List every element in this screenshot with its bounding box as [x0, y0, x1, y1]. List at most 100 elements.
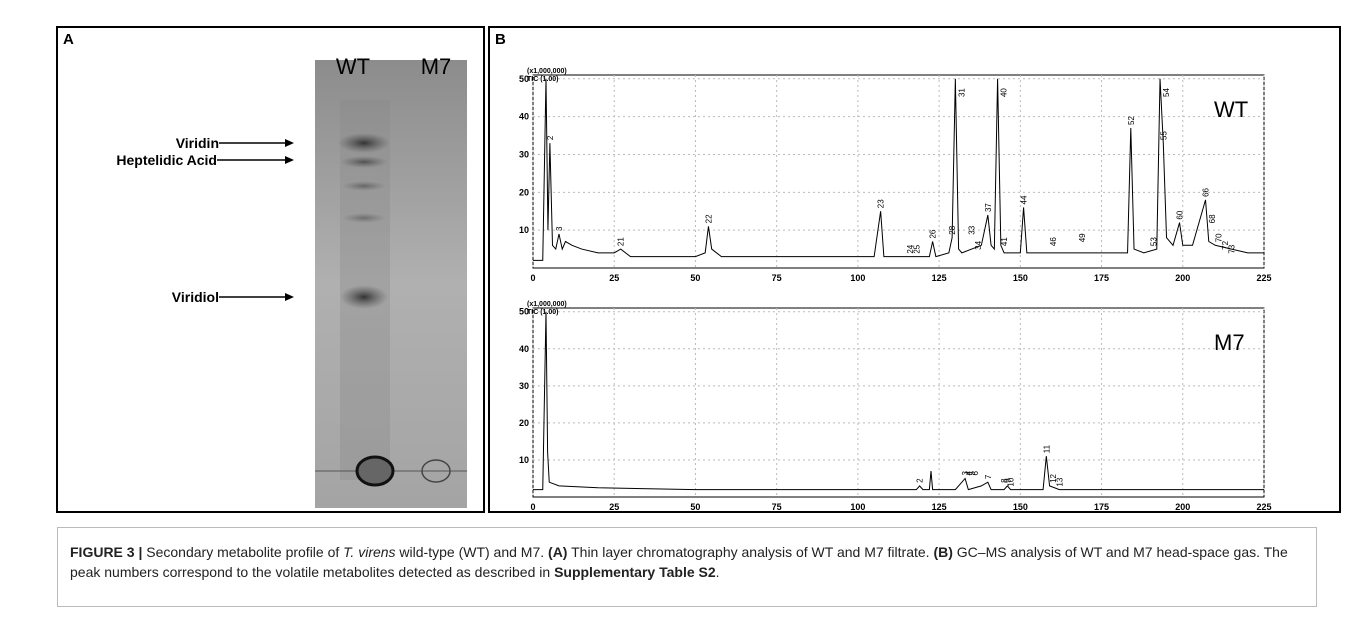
y-tick-label: 20	[519, 187, 529, 197]
chart-title: WT	[1214, 97, 1248, 122]
panel-b-frame	[488, 26, 1341, 513]
peak-label: 60	[1176, 210, 1185, 219]
peak-label: 26	[929, 229, 938, 238]
peak-label: 8	[1000, 478, 1009, 483]
peak-label: 55	[1159, 131, 1168, 140]
panel-label: B	[495, 31, 506, 48]
x-tick-label: 100	[850, 502, 865, 512]
y-tick-label: 30	[519, 381, 529, 391]
peak-label: 12	[1049, 473, 1058, 482]
chromatogram-trace	[533, 311, 1264, 491]
peak-label: 13	[1055, 477, 1064, 486]
x-tick-label: 25	[609, 502, 619, 512]
x-tick-label: 125	[932, 502, 947, 512]
y-unit: (x1,000,000)	[527, 68, 567, 75]
caption-text: .	[715, 564, 720, 580]
y-tick-label: 20	[519, 418, 529, 428]
peak-label: 46	[1049, 237, 1058, 246]
peak-label: 11	[1042, 444, 1051, 453]
band-label: Heptelidic Acid	[116, 152, 217, 168]
lane-label: WT	[336, 54, 370, 79]
peak-label: 10	[1007, 477, 1016, 486]
x-tick-label: 75	[772, 502, 782, 512]
chart-title: M7	[1214, 330, 1245, 355]
legend-entry: TIC (1.00)	[527, 76, 559, 83]
peak-label: 23	[877, 199, 886, 208]
peak-label: 3	[961, 470, 970, 475]
y-tick-label: 10	[519, 455, 529, 465]
x-tick-label: 150	[1013, 502, 1028, 512]
peak-label: 41	[1000, 237, 1009, 246]
peak-label: 73	[1228, 244, 1237, 253]
peak-label: 3	[555, 226, 564, 231]
y-unit: (x1,000,000)	[527, 301, 567, 308]
tlc-plate	[315, 60, 467, 508]
caption-text: wild-type (WT) and M7.	[395, 544, 549, 560]
tlc-origin-spot	[355, 455, 395, 487]
arrow-head	[285, 293, 294, 301]
peak-label: 70	[1215, 233, 1224, 242]
peak-label: 2	[916, 478, 925, 483]
x-tick-label: 175	[1094, 273, 1109, 283]
caption-text: Secondary metabolite profile of	[146, 544, 344, 560]
y-tick-label: 10	[519, 225, 529, 235]
peak-label: 6	[971, 470, 980, 475]
y-tick-label: 50	[519, 307, 529, 317]
peak-label: 53	[1150, 237, 1159, 246]
x-tick-label: 200	[1175, 273, 1190, 283]
y-tick-label: 50	[519, 74, 529, 84]
lane-label: M7	[421, 54, 452, 79]
peak-label: 2	[546, 135, 555, 140]
peak-label: 24	[906, 244, 915, 253]
x-tick-label: 225	[1256, 502, 1271, 512]
peak-label: 4	[964, 470, 973, 475]
caption-text: (A)	[548, 544, 568, 560]
peak-label: 66	[1202, 187, 1211, 196]
peak-label: 44	[1020, 195, 1029, 204]
x-tick-label: 50	[690, 502, 700, 512]
figure-panels: A B WT M7 Viridin Heptelidic Acid Viridi…	[56, 26, 1341, 513]
peak-label: 31	[957, 88, 966, 97]
figure-caption: FIGURE 3 | Secondary metabolite profile …	[57, 527, 1317, 607]
x-tick-label: 225	[1256, 273, 1271, 283]
y-tick-label: 30	[519, 149, 529, 159]
plot-area	[532, 307, 1265, 498]
x-tick-label: 150	[1013, 273, 1028, 283]
peak-label: 21	[617, 237, 626, 246]
peak-label: 54	[1162, 88, 1171, 97]
arrow-head	[285, 139, 294, 147]
tlc-spot	[340, 156, 388, 168]
tlc-spot	[340, 285, 388, 309]
x-tick-label: 75	[772, 273, 782, 283]
y-tick-label: 40	[519, 344, 529, 354]
peak-label: 40	[1000, 88, 1009, 97]
x-tick-label: 50	[690, 273, 700, 283]
x-tick-label: 125	[932, 273, 947, 283]
legend-entry: TIC (1.00)	[527, 309, 559, 316]
peak-label: 52	[1127, 116, 1136, 125]
arrow-head	[285, 156, 294, 164]
peak-label: 7	[984, 474, 993, 479]
caption-text: Thin layer chromatography analysis of WT…	[567, 544, 934, 560]
caption-text: GC–MS analysis of WT and M7 head-space g…	[70, 544, 1288, 580]
panel-label: A	[63, 31, 74, 48]
caption-text: (B)	[933, 544, 953, 560]
peak-label: 33	[968, 225, 977, 234]
y-tick-label: 40	[519, 112, 529, 122]
band-label: Viridiol	[172, 289, 219, 305]
band-label: Viridin	[176, 135, 219, 151]
x-tick-label: 0	[530, 273, 535, 283]
tlc-spot	[342, 213, 386, 223]
caption-text: FIGURE 3 |	[70, 544, 147, 560]
peak-label: 34	[974, 240, 983, 249]
peak-label: 28	[948, 225, 957, 234]
peak-label: 49	[1078, 233, 1087, 242]
x-tick-label: 25	[609, 273, 619, 283]
peak-label: 68	[1208, 214, 1217, 223]
x-tick-label: 175	[1094, 502, 1109, 512]
caption-text: Supplementary Table S2	[554, 564, 716, 580]
tlc-spot	[342, 181, 386, 191]
chromatogram-trace	[533, 78, 1264, 261]
peak-label: 37	[984, 203, 993, 212]
